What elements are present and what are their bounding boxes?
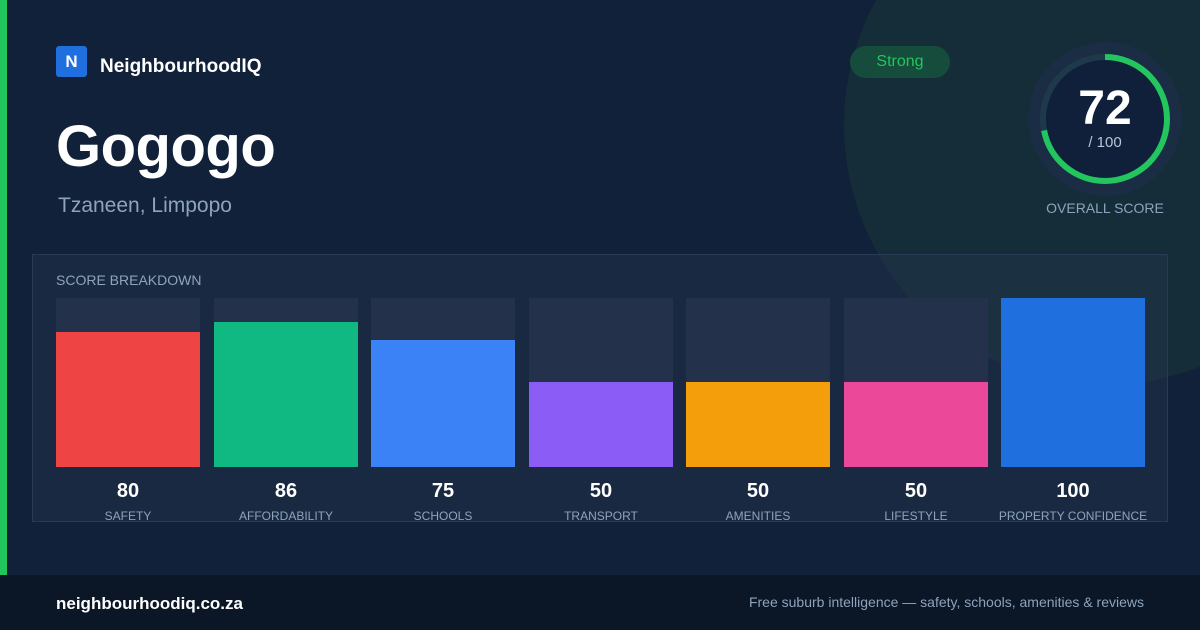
- bar-value: 100: [1056, 480, 1090, 502]
- bar-fill: [686, 382, 830, 467]
- bar-value: 75: [431, 480, 455, 502]
- overall-score-value: 72: [1078, 82, 1132, 135]
- bar-fill: [371, 340, 515, 467]
- overall-score-max: / 100: [1088, 134, 1122, 151]
- bar-label: SAFETY: [104, 509, 152, 523]
- brand: N NeighbourhoodIQ: [56, 46, 261, 77]
- bar-value: 50: [904, 480, 928, 502]
- overall-score-label: OVERALL SCORE: [1046, 200, 1164, 216]
- bar-track: [529, 298, 673, 467]
- bar-fill: [56, 332, 200, 467]
- brand-logo-icon: N: [56, 46, 87, 77]
- overall-score-ring: 72 / 100: [1028, 42, 1182, 196]
- suburb-name: Gogogo: [56, 114, 276, 179]
- bar-value: 80: [116, 480, 140, 502]
- rating-badge: Strong: [850, 46, 950, 78]
- footer-domain: neighbourhoodiq.co.za: [56, 594, 243, 613]
- bar-track: [56, 298, 200, 467]
- footer: neighbourhoodiq.co.za Free suburb intell…: [0, 575, 1200, 630]
- bar-label: TRANSPORT: [564, 509, 638, 523]
- score-ring-progress: [1040, 54, 1170, 184]
- bar-fill: [1001, 298, 1145, 467]
- bar-track: [371, 298, 515, 467]
- score-ring-graphic: [1028, 42, 1182, 196]
- bar-value: 86: [274, 480, 298, 502]
- suburb-location: Tzaneen, Limpopo: [58, 194, 232, 217]
- bar-label: SCHOOLS: [413, 509, 473, 523]
- bar-track: [214, 298, 358, 467]
- breakdown-title: SCORE BREAKDOWN: [56, 272, 202, 288]
- score-breakdown-panel: SCORE BREAKDOWN 80 SAFETY 86 AFFORDABILITY 7…: [32, 254, 1168, 523]
- bar-label: AFFORDABILITY: [238, 509, 333, 523]
- bar-track: [1001, 298, 1145, 467]
- bar-label: PROPERTY CONFIDENCE: [998, 509, 1148, 523]
- bar-fill: [529, 382, 673, 467]
- bar-label: LIFESTYLE: [884, 509, 948, 523]
- bar-track: [686, 298, 830, 467]
- bar-track: [844, 298, 988, 467]
- bar-fill: [214, 322, 358, 467]
- bar-value: 50: [746, 480, 770, 502]
- bar-label: AMENITIES: [725, 509, 791, 523]
- footer-tagline: Free suburb intelligence — safety, schoo…: [748, 594, 1144, 610]
- bar-value: 50: [589, 480, 613, 502]
- accent-stripe: [0, 0, 7, 575]
- bar-fill: [844, 382, 988, 467]
- score-card: N NeighbourhoodIQ Gogogo Tzaneen, Limpop…: [0, 0, 1200, 575]
- brand-name: NeighbourhoodIQ: [100, 55, 262, 77]
